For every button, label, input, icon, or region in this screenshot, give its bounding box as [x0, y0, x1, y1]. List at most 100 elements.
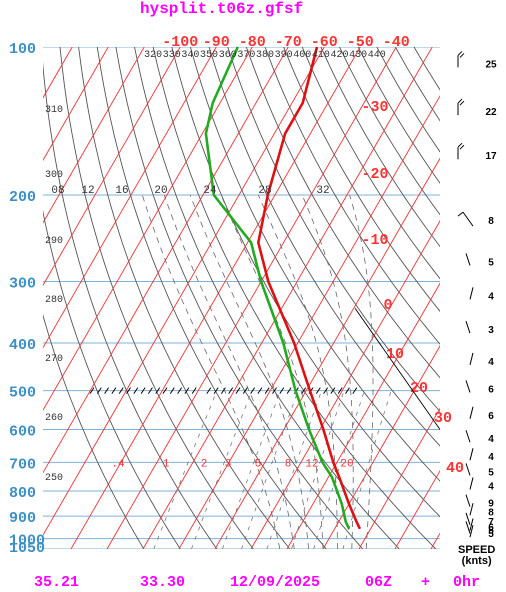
top-temperature-label: -100	[162, 34, 198, 51]
dry-adiabat-label: 260	[45, 413, 63, 424]
moist-adiabat-label: 28	[258, 185, 271, 197]
dry-adiabat-line	[78, 47, 291, 549]
tick-mark	[242, 387, 248, 394]
mixing-ratio-line	[291, 390, 345, 549]
isotherm-line	[43, 47, 217, 549]
wind-speed-label: 25	[485, 59, 497, 70]
dry-adiabat-line	[43, 47, 181, 549]
dry-adiabat-label: 290	[45, 236, 63, 247]
tick-mark	[169, 387, 175, 394]
right-temperature-label: -20	[361, 166, 388, 183]
moist-adiabat-line	[220, 194, 324, 549]
wind-speed-label: 4	[488, 452, 494, 463]
wind-speed-label: 5	[488, 467, 494, 478]
chart-title: hysplit.t06z.gfsf	[140, 0, 304, 18]
footer-date: 12/09/2025	[230, 574, 321, 591]
dry-adiabat-line	[227, 47, 440, 549]
wind-barb	[462, 211, 474, 227]
isotherm-line	[70, 47, 361, 549]
dry-adiabat-label: 250	[45, 473, 63, 484]
dry-adiabat-label: 340	[181, 50, 199, 61]
tick-mark	[184, 387, 190, 394]
isobars	[43, 47, 440, 549]
wind-barb	[469, 287, 474, 300]
wind-speed-label: 4	[488, 482, 494, 493]
mixing-ratio-line	[313, 390, 365, 549]
mixing-ratio-label: 2	[201, 458, 208, 470]
tick-mark	[330, 387, 336, 394]
pressure-label: 200	[9, 189, 36, 206]
mixing-ratio-label: 8	[285, 458, 292, 470]
speed-label-line2: (knts)	[461, 555, 492, 567]
tick-mark	[155, 387, 161, 394]
wind-barb	[465, 494, 471, 507]
mixing-ratio-label: 12	[305, 458, 318, 470]
dry-adiabat-label: 410	[312, 50, 330, 61]
wind-speed-label: 9	[488, 499, 494, 510]
wind-speed-label: 7	[488, 517, 494, 528]
moist-adiabat-label: 24	[203, 185, 217, 197]
dry-adiabat-line	[43, 47, 145, 549]
moist-adiabat-label: 08	[51, 185, 64, 197]
tick-mark	[191, 387, 197, 394]
dry-adiabat-label: 300	[45, 170, 63, 181]
dry-adiabat-line	[264, 47, 440, 549]
speed-label-line1: SPEED	[458, 544, 496, 556]
wind-speed-label: 22	[485, 107, 497, 118]
tick-mark	[315, 387, 321, 394]
wind-speed-label: 5	[488, 529, 494, 540]
mixing-ratio-line	[342, 390, 392, 549]
moist-adiabat-label: 32	[316, 185, 329, 197]
pressure-label: 700	[9, 456, 36, 473]
wind-barb-flag	[459, 144, 465, 150]
dry-adiabat-line	[339, 47, 440, 549]
dry-adiabat-label: 360	[219, 50, 237, 61]
tick-mark	[301, 387, 307, 394]
isotherm-line	[43, 47, 145, 549]
right-temperature-label: 20	[410, 380, 428, 397]
profiles	[204, 46, 362, 530]
moist-adiabat-label: 20	[154, 185, 167, 197]
isotherm-line	[43, 47, 181, 549]
wind-speed-label: 5	[488, 525, 494, 536]
dry-adiabat-label: 270	[45, 354, 63, 365]
wind-barb	[465, 430, 471, 443]
top-temperature-label: -40	[383, 34, 410, 51]
dry-adiabat-label: 440	[368, 50, 386, 61]
isotherm-line	[43, 47, 253, 549]
tick-mark	[286, 387, 292, 394]
tick-mark	[213, 387, 219, 394]
dry-adiabat-label: 390	[275, 50, 293, 61]
dry-adiabat-line	[96, 47, 327, 549]
labels: 10020030040050060070080090010001050-100-…	[9, 34, 464, 557]
tick-mark	[133, 387, 139, 394]
wind-speed-label: 8	[488, 216, 494, 227]
pressure-label: 500	[9, 385, 36, 402]
dry-adiabat-label: 320	[144, 50, 162, 61]
wind-barb	[469, 525, 474, 538]
mixing-ratio-label: .4	[111, 458, 125, 470]
tick-mark	[140, 387, 146, 394]
moist-adiabat-label: 12	[81, 185, 94, 197]
pressure-label: 100	[9, 41, 36, 58]
tick-mark	[279, 387, 285, 394]
right-temperature-label: -30	[361, 99, 388, 116]
pressure-label: 1050	[9, 540, 45, 557]
dry-adiabat-line	[208, 47, 440, 549]
mixing-ratio-line	[191, 390, 253, 549]
mixing-ratio-label: 5	[255, 458, 262, 470]
dry-adiabat-label: 430	[349, 50, 367, 61]
tropopause-ticks	[89, 387, 358, 394]
dry-adiabat-line	[134, 47, 400, 549]
dry-adiabat-line	[189, 47, 440, 549]
tick-mark	[264, 387, 270, 394]
tick-mark	[323, 387, 329, 394]
tick-mark	[147, 387, 153, 394]
pressure-label: 600	[9, 424, 36, 441]
tick-mark	[272, 387, 277, 394]
isotherms	[43, 47, 440, 549]
tick-mark	[104, 387, 110, 394]
wind-speed-label: 4	[488, 291, 494, 302]
wind-speed-label: 4	[488, 357, 494, 368]
wind-barb-flag	[457, 51, 463, 56]
